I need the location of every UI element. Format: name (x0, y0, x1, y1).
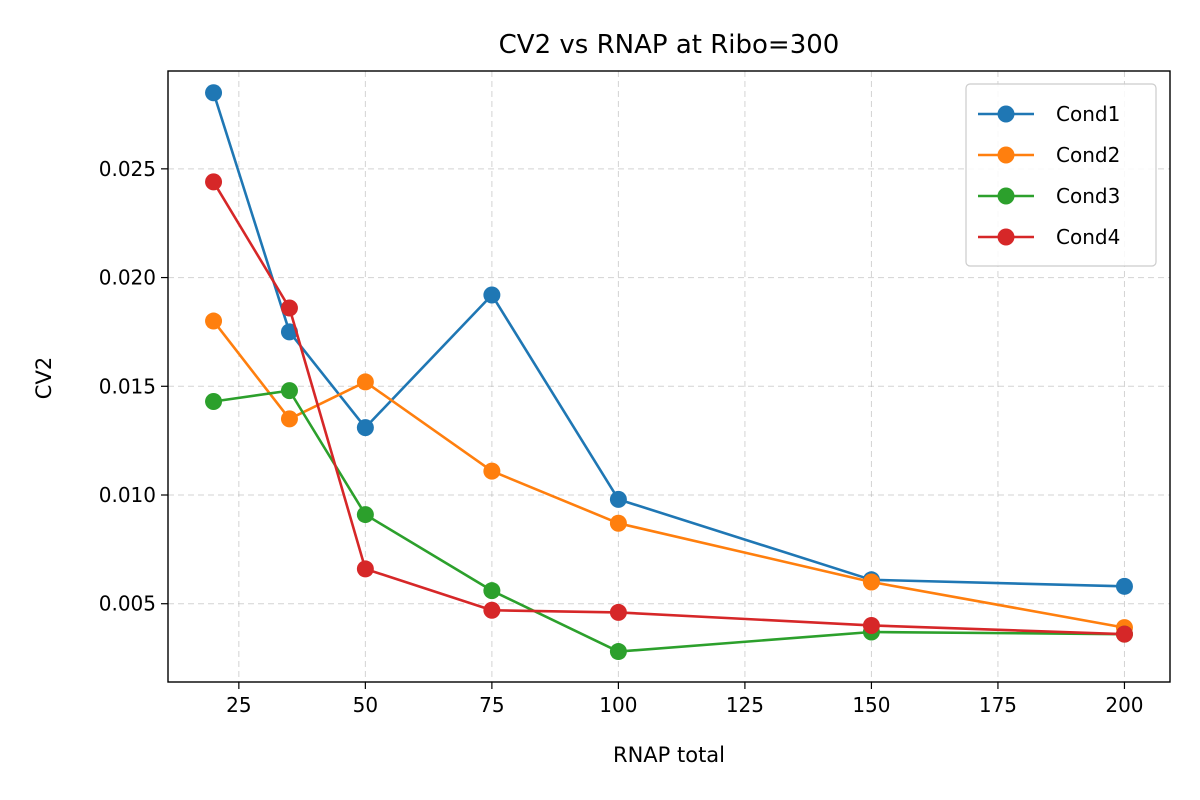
legend-swatch-marker (997, 228, 1015, 246)
grid (168, 71, 1170, 682)
x-tick-label: 175 (979, 693, 1017, 717)
series-layer (205, 84, 1133, 661)
data-point-cond4 (609, 603, 627, 621)
legend: Cond1 Cond2 Cond3 Cond4 (965, 83, 1157, 267)
legend-entry-label: Cond3 (1056, 184, 1120, 208)
x-tick-label: 150 (852, 693, 890, 717)
data-point-cond3 (483, 582, 501, 600)
chart-title: CV2 vs RNAP at Ribo=300 (499, 30, 840, 60)
data-point-cond2 (205, 312, 223, 330)
data-point-cond4 (205, 173, 223, 191)
legend-swatch-marker (997, 187, 1015, 205)
x-axis-label: RNAP total (613, 743, 725, 767)
y-axis-label: CV2 (32, 357, 56, 399)
data-point-cond1 (1115, 577, 1133, 595)
x-tick-label: 125 (726, 693, 764, 717)
data-point-cond2 (280, 410, 298, 428)
y-tick-label: 0.010 (99, 483, 156, 507)
data-point-cond1 (205, 84, 223, 102)
data-point-cond1 (483, 286, 501, 304)
legend-swatch-marker (997, 146, 1015, 164)
x-tick-label: 50 (353, 693, 378, 717)
data-point-cond4 (1115, 625, 1133, 643)
data-point-cond4 (280, 299, 298, 317)
data-point-cond2 (356, 373, 374, 391)
x-tick-label: 25 (226, 693, 251, 717)
x-tick-label: 100 (599, 693, 637, 717)
data-point-cond4 (356, 560, 374, 578)
data-point-cond3 (356, 506, 374, 524)
data-point-cond1 (356, 419, 374, 437)
y-tick-label: 0.025 (99, 157, 156, 181)
legend-entry-label: Cond2 (1056, 143, 1120, 167)
x-tick-label: 200 (1105, 693, 1143, 717)
plot-frame (167, 70, 1171, 683)
data-point-cond3 (609, 643, 627, 661)
data-point-cond1 (609, 490, 627, 508)
data-point-cond3 (205, 393, 223, 411)
legend-entry-label: Cond1 (1056, 102, 1120, 126)
legend-entry-label: Cond4 (1056, 225, 1120, 249)
y-tick-label: 0.015 (99, 374, 156, 398)
data-point-cond2 (483, 462, 501, 480)
x-tick-label: 75 (479, 693, 504, 717)
axis-ticks: 25 50 75 100 125 150 175 200 0.005 0.010 0.015 0.02… (99, 157, 1144, 717)
y-tick-label: 0.005 (99, 592, 156, 616)
y-tick-label: 0.020 (99, 266, 156, 290)
data-point-cond4 (862, 616, 880, 634)
data-point-cond4 (483, 601, 501, 619)
legend-swatch-marker (997, 105, 1015, 123)
data-point-cond2 (862, 573, 880, 591)
data-point-cond2 (609, 514, 627, 532)
data-point-cond1 (280, 323, 298, 341)
data-point-cond3 (280, 382, 298, 400)
legend-box (965, 83, 1157, 267)
